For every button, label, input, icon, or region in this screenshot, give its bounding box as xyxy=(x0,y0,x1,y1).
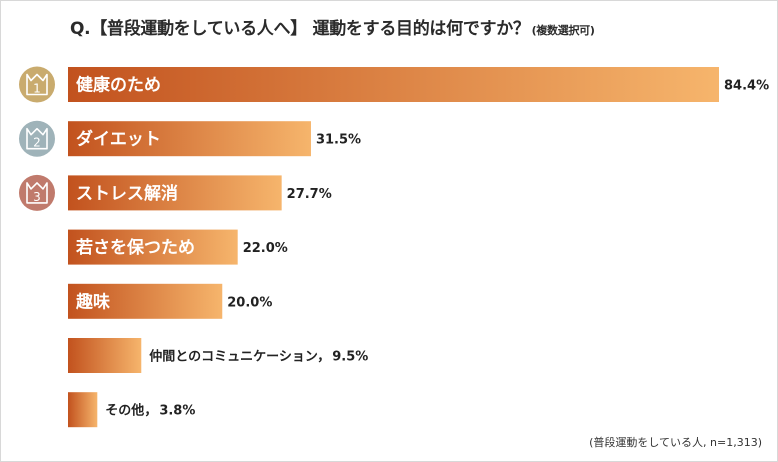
bar xyxy=(68,175,282,211)
value-label: 9.5% xyxy=(332,350,368,365)
value-label: 31.5% xyxy=(316,133,361,148)
value-label: 22.0% xyxy=(243,241,288,256)
bar xyxy=(68,229,238,265)
category-label: その他， 3.8% xyxy=(105,403,195,419)
crown-rank-2-icon: 2 xyxy=(19,120,55,157)
crown-outline xyxy=(26,73,48,96)
value-label: 3.8% xyxy=(159,404,195,419)
value-label: 20.0% xyxy=(227,295,272,310)
bar xyxy=(68,338,142,373)
bar xyxy=(68,283,223,319)
crown-outline xyxy=(26,127,48,150)
crown-outline xyxy=(26,182,48,204)
rank-number: 3 xyxy=(33,190,41,204)
bar-group: 仲間とのコミュニケーション， 9.5% xyxy=(68,338,368,373)
category-label: 若さを保つため xyxy=(75,237,195,258)
rank-icons: 1 2 3 xyxy=(19,66,55,211)
bar-group: ダイエット 31.5% xyxy=(68,121,361,157)
crown-rank-3-icon: 3 xyxy=(19,174,55,211)
label-separator: ， xyxy=(144,404,157,419)
bar xyxy=(68,121,311,157)
bars: 健康のため 84.4% ダイエット 31.5% ストレス解消 27.7% 若さを保つため 22… xyxy=(68,67,769,428)
category-label: ストレス解消 xyxy=(76,183,178,204)
value-label: 84.4% xyxy=(724,79,769,94)
bar-group: その他， 3.8% xyxy=(68,392,195,428)
bar xyxy=(68,67,719,102)
chart-title-note: (複数選択可) xyxy=(531,24,595,37)
crown-rank-1-icon: 1 xyxy=(19,66,55,103)
bar-group: ストレス解消 27.7% xyxy=(68,175,332,211)
category-label: ダイエット xyxy=(76,129,161,150)
sample-size-note: (普段運動をしている人, n=1,313) xyxy=(589,436,762,449)
bar-group: 健康のため 84.4% xyxy=(68,67,769,102)
label-separator: ， xyxy=(317,350,330,365)
chart-title-main: Q.【普段運動をしている人へ】 運動をする目的は何ですか？ xyxy=(70,19,530,39)
value-label: 27.7% xyxy=(287,187,332,202)
category-label: 仲間とのコミュニケーション， 9.5% xyxy=(149,349,368,365)
category-label: 健康のため xyxy=(76,75,161,96)
bar xyxy=(68,392,98,428)
bar-group: 趣味 20.0% xyxy=(68,283,272,319)
chart-title: Q.【普段運動をしている人へ】 運動をする目的は何ですか？ (複数選択可) xyxy=(70,14,595,39)
rank-number: 1 xyxy=(33,82,41,96)
category-label: 趣味 xyxy=(75,291,110,312)
rank-number: 2 xyxy=(33,136,41,150)
bar-group: 若さを保つため 22.0% xyxy=(68,229,288,265)
